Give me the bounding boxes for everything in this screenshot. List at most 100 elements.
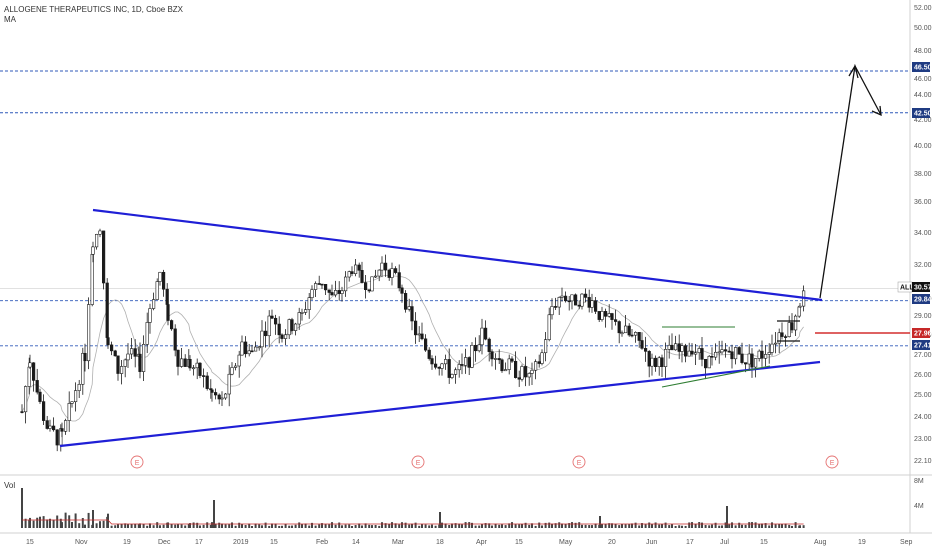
volume-bar xyxy=(378,525,381,528)
volume-bar xyxy=(494,523,497,528)
volume-bar xyxy=(32,520,35,528)
volume-bar xyxy=(758,523,761,528)
volume-bar xyxy=(127,524,129,528)
candle-body xyxy=(41,401,46,421)
candle-body xyxy=(697,348,701,354)
candle-body xyxy=(323,284,328,291)
volume-bar xyxy=(354,525,357,528)
candle-body xyxy=(627,325,631,336)
candle-body xyxy=(773,342,778,345)
earnings-marker-icon[interactable] xyxy=(411,455,425,469)
lower-trendline[interactable] xyxy=(59,360,821,448)
volume-bar xyxy=(124,523,127,528)
candle-body xyxy=(370,276,374,292)
candle-body xyxy=(220,397,224,400)
volume-bar xyxy=(668,525,671,528)
volume-bar xyxy=(228,524,231,528)
volume-bar xyxy=(278,525,281,528)
candle-body xyxy=(797,306,801,317)
candle-body xyxy=(270,315,274,319)
volume-bar xyxy=(581,524,583,528)
candle-body xyxy=(757,350,761,359)
volume-bar xyxy=(691,522,693,528)
volume-bar xyxy=(599,516,601,528)
volume-bar xyxy=(351,525,353,528)
candle-body xyxy=(687,350,691,357)
volume-bar xyxy=(768,525,771,528)
volume-bar xyxy=(99,521,101,528)
volume-bar xyxy=(464,522,467,528)
candle-body xyxy=(277,323,281,336)
earnings-marker-icon[interactable] xyxy=(572,455,586,469)
candle-body xyxy=(123,359,127,367)
volume-bar xyxy=(521,523,523,528)
volume-bar xyxy=(664,522,667,528)
price-tag-box xyxy=(912,340,930,350)
candle-body xyxy=(780,332,784,337)
candle-body xyxy=(227,373,231,395)
volume-bar xyxy=(189,523,191,528)
candle-body xyxy=(770,343,774,353)
candle-body xyxy=(74,390,78,403)
candle-body xyxy=(217,394,221,400)
volume-bar xyxy=(137,524,140,528)
volume-bar xyxy=(774,524,777,528)
candle-body xyxy=(48,425,52,429)
candle-body xyxy=(413,320,418,336)
candle-body xyxy=(760,350,764,359)
volume-bar xyxy=(78,523,81,528)
candle-body xyxy=(670,344,674,351)
candle-body xyxy=(477,344,481,352)
projection-arrow[interactable] xyxy=(819,63,882,299)
volume-bar xyxy=(518,524,521,528)
candle-body xyxy=(650,357,654,367)
volume-bar xyxy=(524,522,527,528)
candle-body xyxy=(530,369,534,374)
price-tag-label: 27.41 xyxy=(914,343,932,350)
time-tick-label: 15 xyxy=(515,539,523,546)
candle-body xyxy=(580,293,584,307)
candle-body xyxy=(467,357,471,368)
volume-bar xyxy=(114,525,117,528)
volume-bar xyxy=(268,525,271,528)
upper-trendline[interactable] xyxy=(92,208,823,302)
candle-body xyxy=(543,339,548,354)
candle-body xyxy=(500,359,504,372)
candle-body xyxy=(690,350,694,355)
price-tag-box xyxy=(912,62,930,72)
volume-bar xyxy=(678,525,681,528)
volume-bar xyxy=(674,525,677,528)
volume-bar xyxy=(799,525,801,528)
volume-bar xyxy=(434,525,437,528)
volume-bar xyxy=(448,525,451,528)
volume-bar xyxy=(324,524,327,528)
candle-body xyxy=(45,420,49,429)
price-tick-label: 27.00 xyxy=(914,352,932,359)
earnings-marker-icon[interactable] xyxy=(130,455,144,469)
candle-body xyxy=(397,272,401,289)
price-tag-label: 27.96 xyxy=(914,331,932,338)
candle-body xyxy=(357,264,361,271)
volume-bar xyxy=(384,523,387,528)
candle-body xyxy=(447,359,451,378)
volume-bar xyxy=(214,523,217,528)
candlesticks xyxy=(20,228,806,452)
candle-body xyxy=(673,343,678,351)
candle-body xyxy=(680,345,684,352)
volume-bar xyxy=(718,525,721,528)
volume-bar xyxy=(36,517,39,528)
time-axis: 15 Nov 19 Dec 17 2019 15 Feb 14 Mar 18 Apr 15 May 20 Ju… xyxy=(26,539,913,546)
volume-bar xyxy=(288,525,291,528)
candle-body xyxy=(148,308,152,323)
time-tick-label: Mar xyxy=(392,539,405,546)
green-bottom-line[interactable] xyxy=(661,365,771,388)
candle-body xyxy=(630,334,634,337)
price-tick-label: 25.00 xyxy=(914,392,932,399)
candle-body xyxy=(547,314,551,340)
volume-bar xyxy=(528,524,531,528)
candle-body xyxy=(423,338,428,351)
earnings-marker-icon[interactable] xyxy=(825,455,839,469)
candle-body xyxy=(333,290,338,296)
